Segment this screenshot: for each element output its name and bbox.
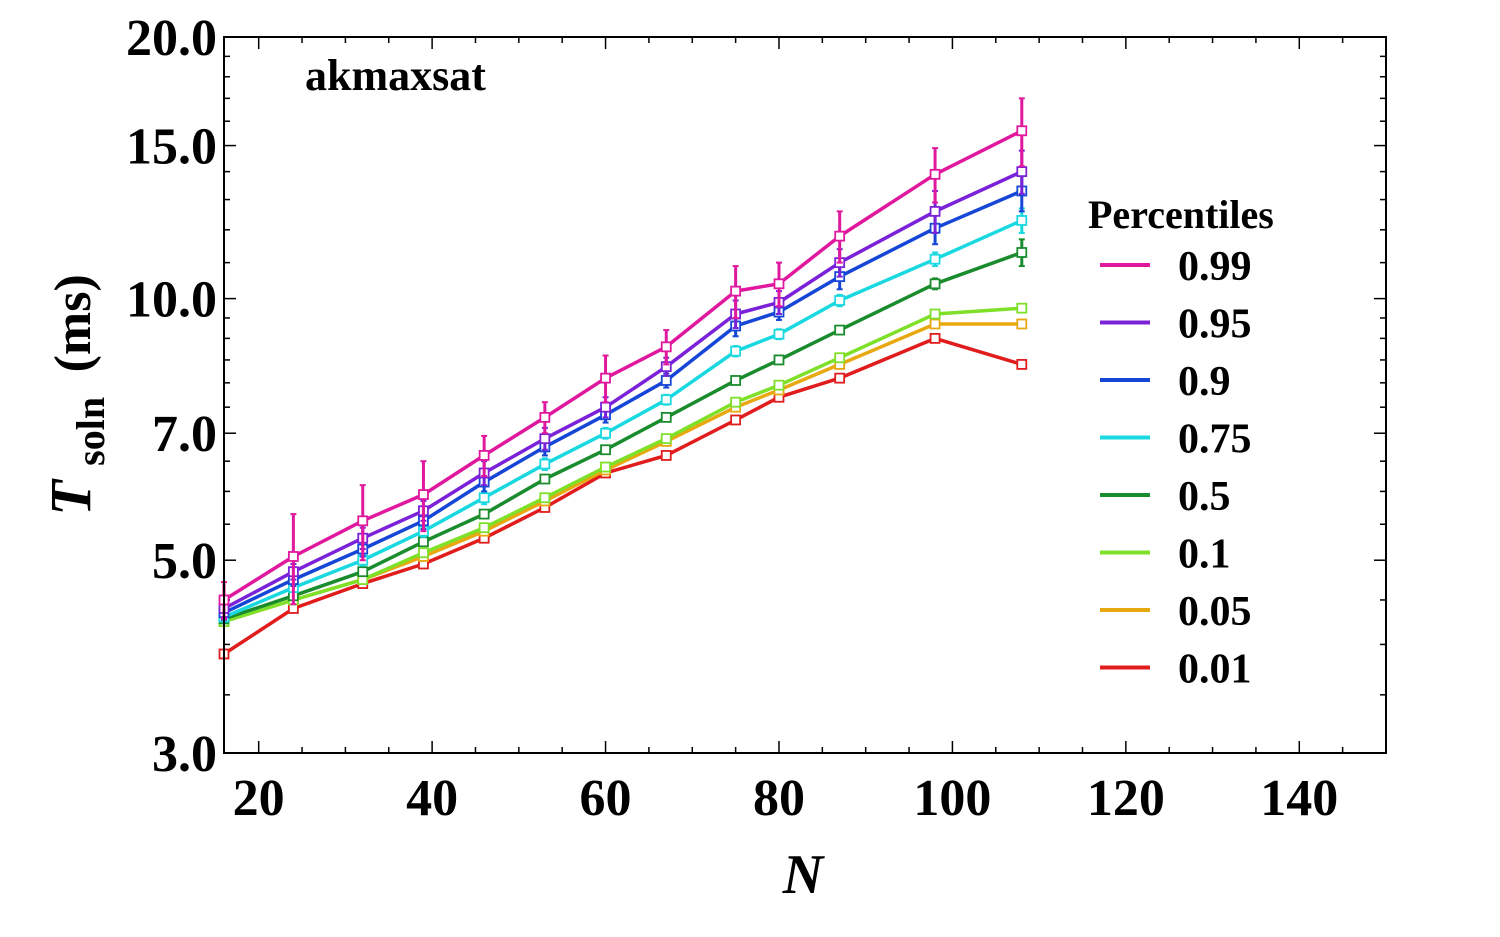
data-point <box>357 515 369 527</box>
data-point <box>600 401 611 413</box>
y-axis-title-sub: soln <box>68 397 113 466</box>
series-line <box>223 250 1023 621</box>
data-point <box>929 332 941 344</box>
legend-label: 0.75 <box>1178 417 1252 463</box>
data-point <box>660 394 672 406</box>
legend-label: 0.01 <box>1178 647 1252 693</box>
y-tick-label: 3.0 <box>152 726 217 783</box>
data-point <box>1016 359 1028 370</box>
x-tick-label: 100 <box>913 770 991 827</box>
series-0_95 <box>218 149 1028 619</box>
legend-label: 0.99 <box>1178 244 1252 290</box>
data-point <box>834 324 846 336</box>
data-point <box>773 354 785 366</box>
data-point <box>418 547 429 559</box>
data-point <box>730 345 742 357</box>
legend: Percentiles 0.99 0.95 0.9 0.75 0.5 0.1 0.05 0.0… <box>1088 192 1274 693</box>
data-point <box>478 508 490 520</box>
data-point <box>600 372 611 384</box>
x-tick-label: 20 <box>233 770 285 827</box>
data-point <box>929 253 941 265</box>
data-point <box>539 433 551 445</box>
data-point <box>418 536 429 548</box>
x-axis-title: N <box>782 844 826 906</box>
series-line <box>223 189 1023 615</box>
data-point <box>478 522 490 534</box>
y-tick-label: 5.0 <box>152 533 217 590</box>
data-point <box>773 328 785 340</box>
data-point <box>1016 318 1028 330</box>
data-point <box>834 352 846 364</box>
data-point <box>730 414 742 426</box>
y-tick-label: 7.0 <box>152 406 217 463</box>
y-axis-title-unit: (ms) <box>45 274 102 372</box>
y-tick-label: 10.0 <box>126 272 217 329</box>
data-point <box>730 285 742 297</box>
data-point <box>1016 215 1028 226</box>
y-tick-label: 20.0 <box>126 10 217 67</box>
series-line <box>223 336 1023 656</box>
legend-title: Percentiles <box>1088 192 1274 237</box>
data-point <box>834 295 846 306</box>
x-tick-label: 40 <box>406 770 458 827</box>
y-tick-label: 15.0 <box>126 119 217 176</box>
series-0_99 <box>218 97 1028 620</box>
legend-label: 0.1 <box>1178 532 1231 578</box>
data-point <box>773 278 785 290</box>
svg-text:T soln (ms): T soln (ms) <box>38 274 117 516</box>
series-0_5 <box>218 238 1028 625</box>
data-point <box>660 411 672 423</box>
data-point <box>539 411 551 423</box>
data-point <box>660 375 672 386</box>
series-line <box>223 129 1023 602</box>
data-point <box>1016 247 1028 258</box>
data-point <box>478 492 490 504</box>
data-point <box>478 450 490 461</box>
data-point <box>1016 166 1028 178</box>
data-point <box>929 278 941 290</box>
x-tick-label: 80 <box>753 770 805 827</box>
data-point <box>929 318 941 330</box>
data-point <box>773 379 785 391</box>
data-point <box>660 433 672 445</box>
data-point <box>730 375 742 386</box>
data-point <box>600 444 611 456</box>
series-layer <box>218 97 1028 660</box>
data-point <box>539 473 551 485</box>
legend-label: 0.95 <box>1178 302 1252 348</box>
data-point <box>287 551 299 562</box>
data-point <box>600 461 611 473</box>
data-point <box>357 566 369 578</box>
y-axis-title-main: T <box>38 478 103 516</box>
legend-label: 0.05 <box>1178 589 1252 635</box>
data-point <box>929 205 941 217</box>
data-point <box>660 341 672 353</box>
legend-label: 0.9 <box>1178 359 1231 405</box>
data-point <box>730 396 742 408</box>
x-tick-label: 60 <box>580 770 632 827</box>
x-tick-label: 140 <box>1260 770 1338 827</box>
plot-frame <box>223 36 1387 754</box>
y-axis-title: T soln (ms) <box>38 274 117 516</box>
data-point <box>929 308 941 320</box>
data-point <box>1016 125 1028 137</box>
data-point <box>600 427 611 439</box>
x-tick-label: 120 <box>1087 770 1165 827</box>
series-line <box>223 306 1022 624</box>
tick-labels-layer: 20 40 60 80 100 120 140 3.0 5.0 7.0 10.0 15.0 20.0 <box>126 10 1338 827</box>
data-point <box>660 450 672 461</box>
data-point <box>834 372 846 384</box>
data-point <box>539 492 551 504</box>
data-point <box>418 489 429 500</box>
data-point <box>834 230 846 242</box>
series-0_01 <box>218 332 1028 660</box>
chart-title: akmaxsat <box>305 51 486 100</box>
data-point <box>929 168 941 180</box>
data-point <box>1016 302 1028 314</box>
series-line <box>223 170 1023 611</box>
legend-label: 0.5 <box>1178 474 1231 520</box>
data-point <box>539 458 551 470</box>
